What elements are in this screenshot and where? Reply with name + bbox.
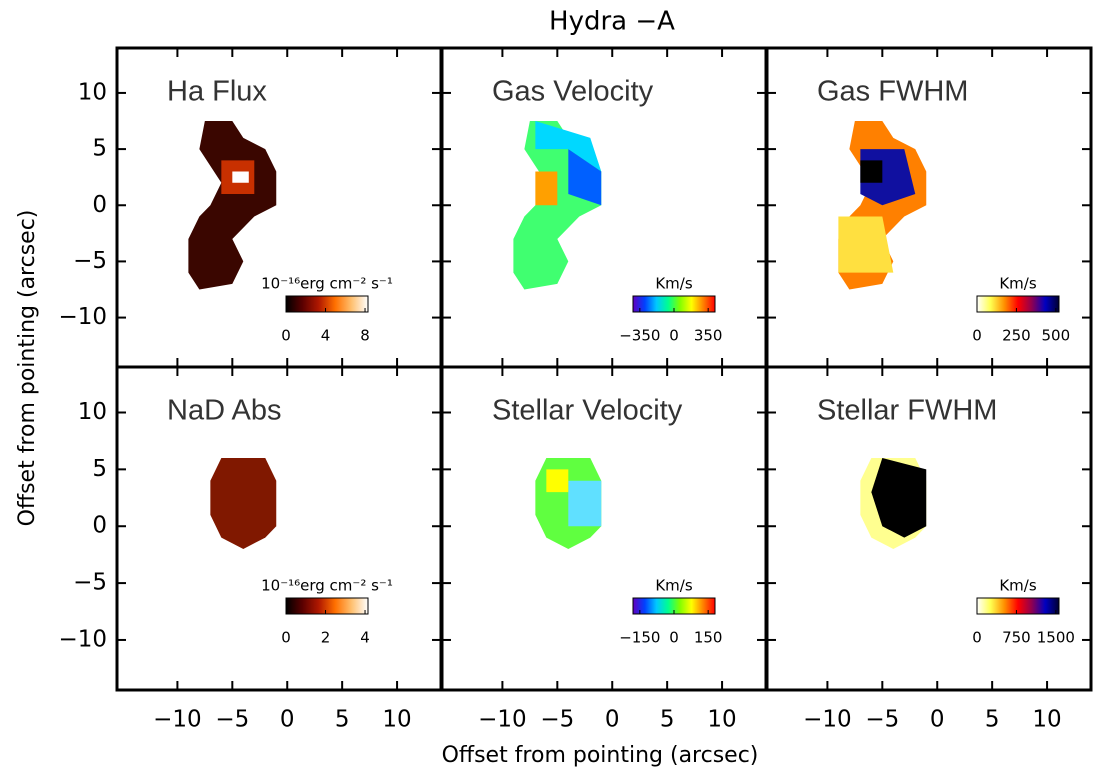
- y-tick-label: 5: [92, 136, 107, 162]
- colorbar-tick-label: 350: [694, 327, 723, 345]
- x-axis-label: Offset from pointing (arcsec): [442, 743, 759, 768]
- panel: −10 −5 0 5 10 −10 −5 0 5 10 NaD Abs 10⁻¹⁶erg cm⁻² s…: [58, 365, 443, 733]
- colorbar-tick-label: 150: [694, 629, 723, 647]
- panel-title: Gas FWHM: [817, 76, 968, 108]
- colorbar-tick-label: −150: [619, 629, 660, 647]
- panel-title: Stellar Velocity: [492, 395, 683, 427]
- x-tick-label: −10: [803, 707, 852, 733]
- map-region: [535, 171, 558, 206]
- panel-frame: [765, 365, 1093, 692]
- map-region: [568, 149, 602, 206]
- colorbar-tick-label: −350: [619, 327, 660, 345]
- map-region: [546, 469, 569, 493]
- panel: Gas Velocity Km/s −350 0 350: [440, 46, 768, 369]
- y-tick-label: 0: [92, 513, 107, 539]
- y-tick-label: 0: [92, 192, 107, 218]
- y-tick-label: 10: [78, 399, 107, 425]
- map-region: [838, 216, 894, 273]
- colorbar: [285, 295, 369, 313]
- panel-title: Ha Flux: [167, 76, 267, 108]
- x-tick-label: 5: [660, 707, 675, 733]
- panel: −10 −5 0 5 10 Stellar FWHM Km/s 0 750 1500: [765, 365, 1093, 733]
- colorbar-tick-label: 500: [1042, 327, 1071, 345]
- x-tick-label: 10: [382, 707, 411, 733]
- x-tick-label: 0: [280, 707, 295, 733]
- map-region: [232, 171, 249, 183]
- y-tick-label: −10: [58, 304, 107, 330]
- y-tick-label: −5: [73, 570, 107, 596]
- colorbar-tick-label: 0: [972, 327, 982, 345]
- panel: −10 −5 0 5 10 Ha Flux 10⁻¹⁶erg cm⁻² s⁻¹ 0 4 8: [58, 46, 443, 369]
- colorbar-tick-label: 250: [1002, 327, 1031, 345]
- colorbar-label: Km/s: [655, 275, 693, 293]
- colorbar-tick-label: 2: [321, 629, 331, 647]
- x-tick-label: 5: [985, 707, 1000, 733]
- colorbar-tick-label: 4: [360, 629, 370, 647]
- colorbar-tick-label: 8: [360, 327, 370, 345]
- colorbar-tick-label: 0: [669, 327, 679, 345]
- y-tick-label: −10: [58, 626, 107, 652]
- y-tick-label: 5: [92, 456, 107, 482]
- x-tick-label: 0: [605, 707, 620, 733]
- map-region: [535, 121, 602, 172]
- colorbar-tick-label: 0: [972, 629, 982, 647]
- panel-title: Stellar FWHM: [817, 395, 997, 427]
- panel-title: Gas Velocity: [492, 76, 654, 108]
- map-region: [860, 160, 883, 183]
- x-tick-label: −5: [865, 707, 899, 733]
- colorbar: [976, 597, 1060, 615]
- panel: Gas FWHM Km/s 0 250 500: [765, 46, 1093, 369]
- panel-frame: [115, 46, 443, 369]
- x-tick-label: −5: [215, 707, 249, 733]
- x-tick-label: −5: [540, 707, 574, 733]
- x-tick-label: 5: [335, 707, 350, 733]
- figure-title: Hydra −A: [549, 7, 675, 37]
- colorbar-label: 10⁻¹⁶erg cm⁻² s⁻¹: [261, 275, 393, 293]
- x-tick-label: 10: [707, 707, 736, 733]
- panel-title: NaD Abs: [167, 395, 281, 427]
- colorbar-label: Km/s: [655, 577, 693, 595]
- colorbar-label: Km/s: [999, 577, 1037, 595]
- y-tick-label: −5: [73, 248, 107, 274]
- y-axis-label: Offset from pointing (arcsec): [15, 210, 40, 527]
- map-region: [871, 457, 927, 538]
- x-tick-label: −10: [478, 707, 527, 733]
- colorbar-tick-label: 1500: [1037, 629, 1075, 647]
- colorbar-tick-label: 0: [669, 629, 679, 647]
- y-tick-label: 10: [78, 79, 107, 105]
- x-tick-label: 0: [930, 707, 945, 733]
- colorbar-tick-label: 4: [321, 327, 331, 345]
- x-tick-label: −10: [153, 707, 202, 733]
- map-region: [568, 480, 602, 527]
- colorbar: [285, 597, 369, 615]
- map-region: [210, 457, 277, 549]
- x-tick-label: 10: [1032, 707, 1061, 733]
- colorbar-tick-label: 750: [1002, 629, 1031, 647]
- panel: −10 −5 0 5 10 Stellar Velocity Km/s −150 0 150: [440, 365, 768, 733]
- colorbar-tick-label: 0: [281, 327, 291, 345]
- colorbar-label: 10⁻¹⁶erg cm⁻² s⁻¹: [261, 577, 393, 595]
- colorbar: [976, 295, 1060, 313]
- colorbar-tick-label: 0: [281, 629, 291, 647]
- map-region: [188, 121, 277, 290]
- colorbar-label: Km/s: [999, 275, 1037, 293]
